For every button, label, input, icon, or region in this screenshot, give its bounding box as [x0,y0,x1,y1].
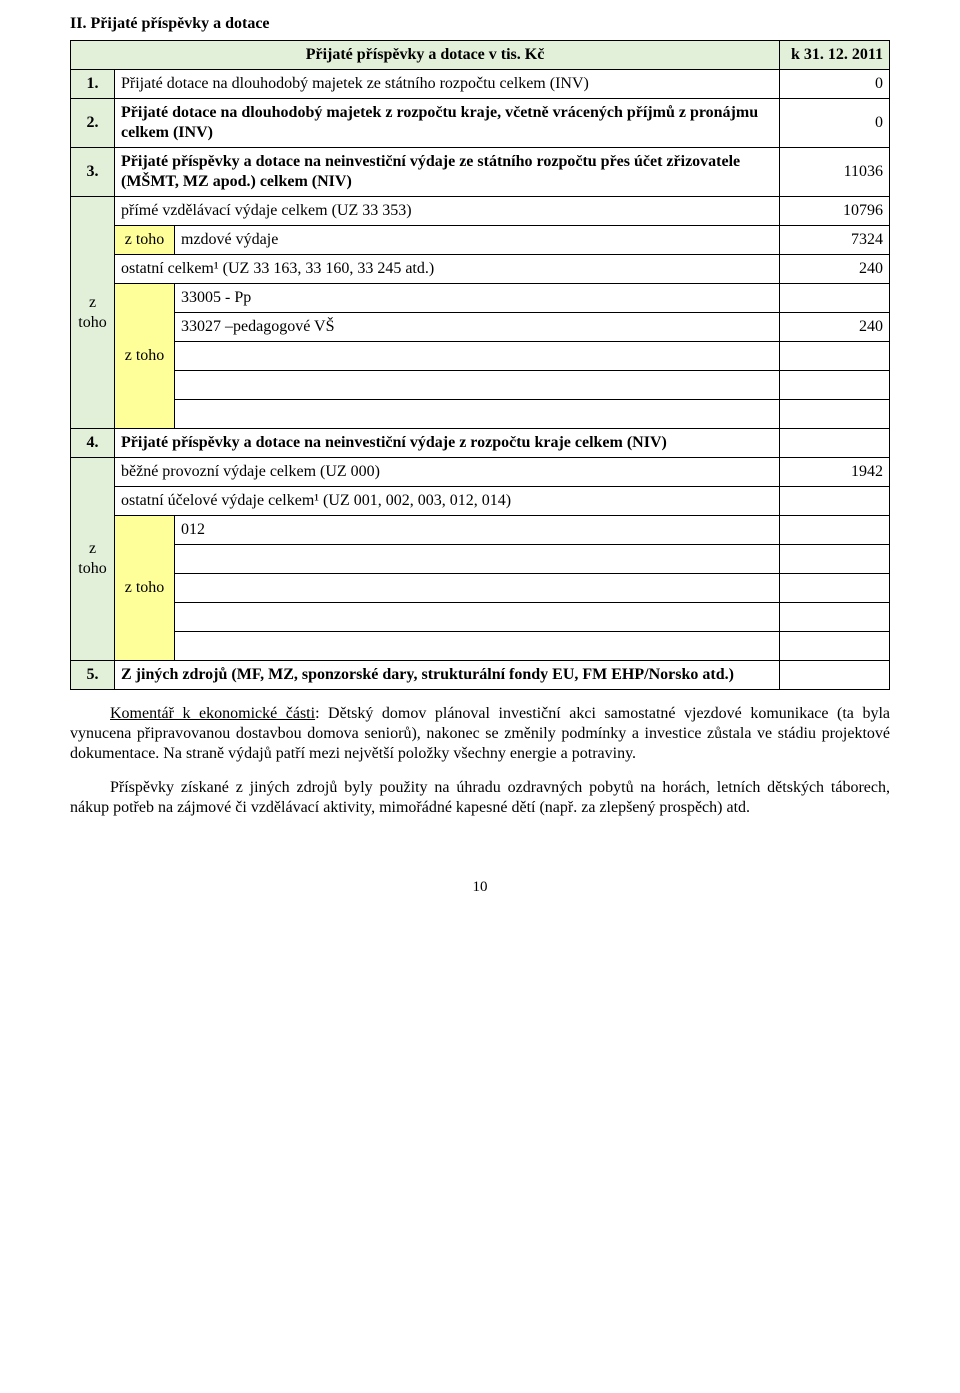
row3a-value: 10796 [780,197,890,226]
row5-label: Z jiných zdrojů (MF, MZ, sponzorské dary… [115,661,780,690]
table-title: Přijaté příspěvky a dotace v tis. Kč [71,41,780,70]
blank-cell [175,342,780,371]
row3-num: 3. [71,148,115,197]
row1-value: 0 [780,70,890,99]
row4b-ztoho: z toho [115,516,175,661]
row4-value [780,429,890,458]
row2-label: Přijaté dotace na dlouhodobý majetek z r… [115,99,780,148]
row3b-ztoho: z toho [115,284,175,429]
row2-value: 0 [780,99,890,148]
blank-cell [175,400,780,429]
row5-num: 5. [71,661,115,690]
blank-cell [175,371,780,400]
row1-label: Přijaté dotace na dlouhodobý majetek ze … [115,70,780,99]
row4b1-value [780,516,890,545]
commentary-paragraph-1: Komentář k ekonomické části: Dětský domo… [70,704,890,764]
blank-cell [780,400,890,429]
commentary-paragraph-2: Příspěvky získané z jiných zdrojů byly p… [70,778,890,818]
row3a-label: přímé vzdělávací výdaje celkem (UZ 33 35… [115,197,780,226]
row4-ztoho: z toho [71,458,115,661]
row3b-label: ostatní celkem¹ (UZ 33 163, 33 160, 33 2… [115,255,780,284]
blank-cell [780,545,890,574]
row3b1-label: 33005 - Pp [175,284,780,313]
row3-ztoho: z toho [71,197,115,429]
row3a1-label: mzdové výdaje [175,226,780,255]
row3a-ztoho: z toho [115,226,175,255]
section-heading: II. Přijaté příspěvky a dotace [70,14,890,34]
page-number: 10 [70,878,890,897]
row3b2-label: 33027 –pedagogové VŠ [175,313,780,342]
blank-cell [780,574,890,603]
row3b2-value: 240 [780,313,890,342]
row3a1-value: 7324 [780,226,890,255]
blank-cell [780,342,890,371]
blank-cell [175,574,780,603]
row4b-value [780,487,890,516]
row4-num: 4. [71,429,115,458]
row3b-value: 240 [780,255,890,284]
row4a-label: běžné provozní výdaje celkem (UZ 000) [115,458,780,487]
row4b1-label: 012 [175,516,780,545]
blank-cell [175,632,780,661]
table-date: k 31. 12. 2011 [780,41,890,70]
row4a-value: 1942 [780,458,890,487]
row1-num: 1. [71,70,115,99]
row3-value: 11036 [780,148,890,197]
blank-cell [780,603,890,632]
blank-cell [780,632,890,661]
row3b1-value [780,284,890,313]
row4b-label: ostatní účelové výdaje celkem¹ (UZ 001, … [115,487,780,516]
contributions-table: Přijaté příspěvky a dotace v tis. Kč k 3… [70,40,890,690]
row3-label: Přijaté příspěvky a dotace na neinvestič… [115,148,780,197]
row4-label: Přijaté příspěvky a dotace na neinvestič… [115,429,780,458]
blank-cell [175,545,780,574]
row2-num: 2. [71,99,115,148]
blank-cell [175,603,780,632]
row5-value [780,661,890,690]
blank-cell [780,371,890,400]
